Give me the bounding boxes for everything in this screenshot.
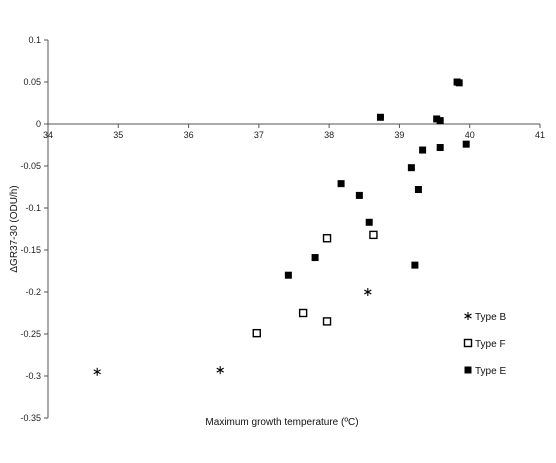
- asterisk-stroke: [364, 289, 372, 295]
- legend-marker: [464, 312, 472, 320]
- x-tick-label: 34: [43, 130, 53, 140]
- point-type-b-1: [216, 366, 224, 375]
- y-axis-title: ΔGR37-30 (ODU/h): [9, 185, 20, 272]
- point-type-f-2: [322, 317, 332, 326]
- point-type-e-10: [433, 115, 441, 123]
- point-type-b-2: [364, 288, 372, 296]
- point-type-e-8: [414, 186, 422, 194]
- point-type-f-0: [252, 328, 261, 338]
- data-points: [93, 78, 470, 376]
- point-type-e-14: [455, 79, 463, 87]
- x-tick-label: 38: [324, 130, 334, 140]
- legend-label: Type F: [475, 339, 506, 350]
- legend-label: Type B: [475, 312, 506, 323]
- legend-item-type-f: Type F: [463, 338, 506, 350]
- point-type-e-3: [355, 191, 363, 199]
- legend-item-type-b: Type B: [464, 312, 506, 323]
- x-tick-label: 35: [113, 130, 123, 140]
- y-tick-label: -0.25: [20, 329, 41, 339]
- x-tick-label: 40: [465, 130, 475, 140]
- x-tick-label: 36: [184, 130, 194, 140]
- asterisk-stroke: [93, 369, 101, 375]
- asterisk-stroke: [216, 367, 224, 373]
- point-type-e-5: [376, 113, 384, 121]
- y-tick-label: 0.05: [23, 77, 41, 87]
- y-tick-label: -0.2: [25, 287, 41, 297]
- y-tick-label: 0: [36, 119, 41, 129]
- tick-labels: 0.1 0.05 0 -0.05 -0.1 -0.15 -0.2 -0.25 -0.3 -0.35…: [20, 35, 545, 423]
- point-type-f-4: [369, 230, 378, 240]
- point-type-b-0: [93, 367, 101, 376]
- point-type-e-12: [436, 144, 444, 152]
- point-type-e-9: [419, 146, 427, 154]
- asterisk-stroke: [464, 313, 472, 319]
- y-tick-label: 0.1: [28, 35, 41, 45]
- legend-marker: [463, 338, 473, 348]
- legend-label: Type E: [475, 366, 506, 377]
- legend: Type B Type F Type E: [463, 312, 506, 377]
- y-tick-label: -0.1: [25, 203, 41, 213]
- point-type-e-6: [407, 164, 415, 172]
- x-tick-label: 41: [535, 130, 545, 140]
- point-type-e-7: [411, 261, 419, 269]
- x-tick-label: 39: [394, 130, 404, 140]
- axes: [44, 39, 541, 419]
- y-tick-label: -0.35: [20, 413, 41, 423]
- y-tick-label: -0.05: [20, 161, 41, 171]
- legend-item-type-e: Type E: [464, 366, 506, 377]
- point-type-e-11: [436, 117, 444, 125]
- y-tick-label: -0.15: [20, 245, 41, 255]
- point-type-f-1: [298, 308, 308, 318]
- legend-marker: [464, 366, 472, 374]
- point-type-e-1: [311, 254, 319, 262]
- point-type-f-3: [322, 234, 332, 243]
- point-type-e-15: [462, 140, 470, 148]
- x-tick-label: 37: [254, 130, 264, 140]
- point-type-e-2: [337, 180, 345, 188]
- point-type-e-4: [365, 218, 373, 226]
- x-axis-title: Maximum growth temperature (ºC): [205, 417, 358, 428]
- y-tick-label: -0.3: [25, 371, 41, 381]
- point-type-e-0: [284, 271, 292, 279]
